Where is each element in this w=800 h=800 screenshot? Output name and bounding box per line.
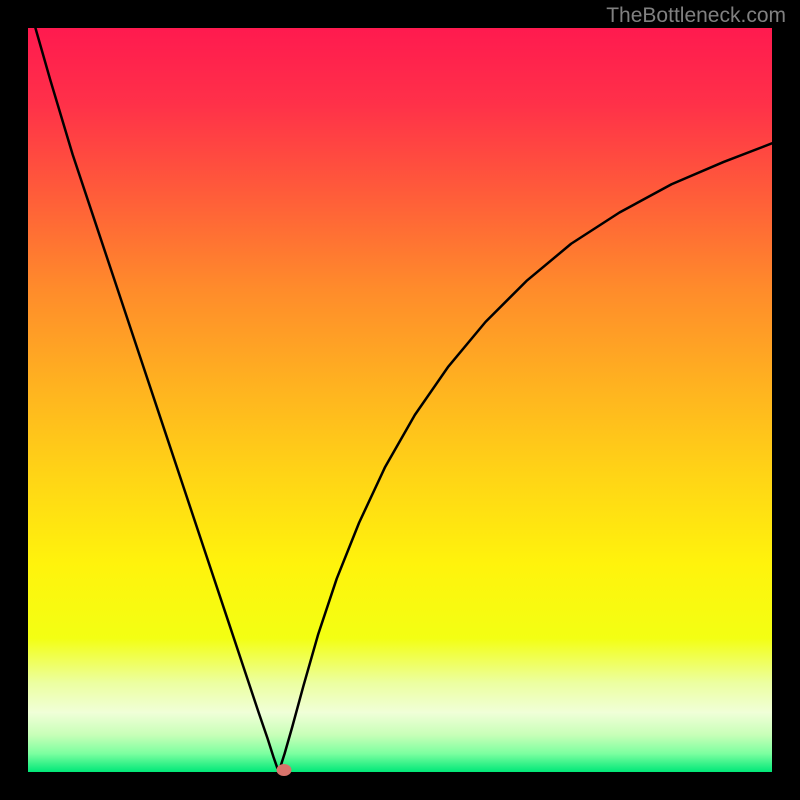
- plot-area: [28, 28, 772, 772]
- curve-path: [35, 28, 772, 772]
- bottleneck-curve: [28, 28, 772, 772]
- optimum-marker: [276, 764, 291, 776]
- watermark-text: TheBottleneck.com: [606, 4, 786, 28]
